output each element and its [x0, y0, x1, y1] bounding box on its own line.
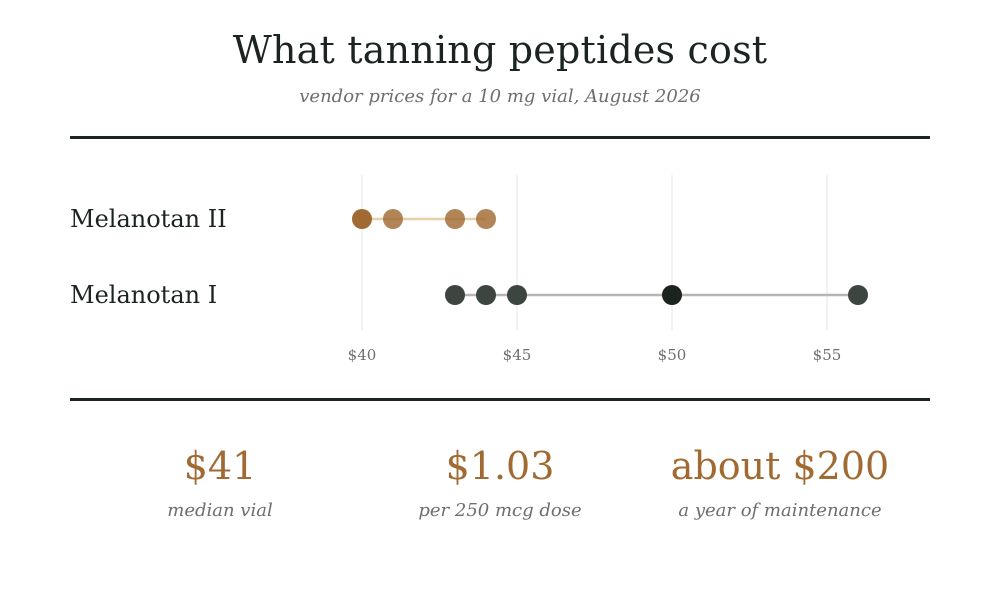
stat-median-vial: $41 median vial	[70, 442, 370, 521]
price-dot	[383, 209, 403, 229]
x-tick-label: $50	[658, 346, 687, 364]
dot-strip-chart: $40 $45 $50 $55 Melanotan II Melanotan I	[70, 175, 868, 364]
stat-per-dose: $1.03 per 250 mcg dose	[350, 442, 650, 521]
stat-label: a year of maintenance	[678, 500, 882, 521]
price-dot	[476, 285, 496, 305]
price-dot	[662, 285, 682, 305]
price-dot	[476, 209, 496, 229]
stat-yearly: about $200 a year of maintenance	[630, 442, 930, 521]
stat-value: about $200	[670, 444, 890, 488]
x-tick-label: $40	[348, 346, 377, 364]
price-dot	[352, 209, 372, 229]
chart-subtitle: vendor prices for a 10 mg vial, August 2…	[299, 86, 701, 107]
top-divider	[70, 136, 930, 139]
series-label: Melanotan I	[70, 281, 217, 309]
series-label: Melanotan II	[70, 205, 227, 233]
bottom-divider	[70, 398, 930, 401]
stat-value: $1.03	[445, 444, 555, 488]
stat-value: $41	[183, 444, 257, 488]
price-dot	[848, 285, 868, 305]
chart-title: What tanning peptides cost	[232, 28, 768, 72]
stat-label: median vial	[167, 500, 273, 521]
price-dot	[507, 285, 527, 305]
x-tick-label: $55	[813, 346, 842, 364]
price-dot	[445, 285, 465, 305]
price-dot	[445, 209, 465, 229]
stat-label: per 250 mcg dose	[418, 500, 582, 521]
x-tick-label: $45	[503, 346, 532, 364]
